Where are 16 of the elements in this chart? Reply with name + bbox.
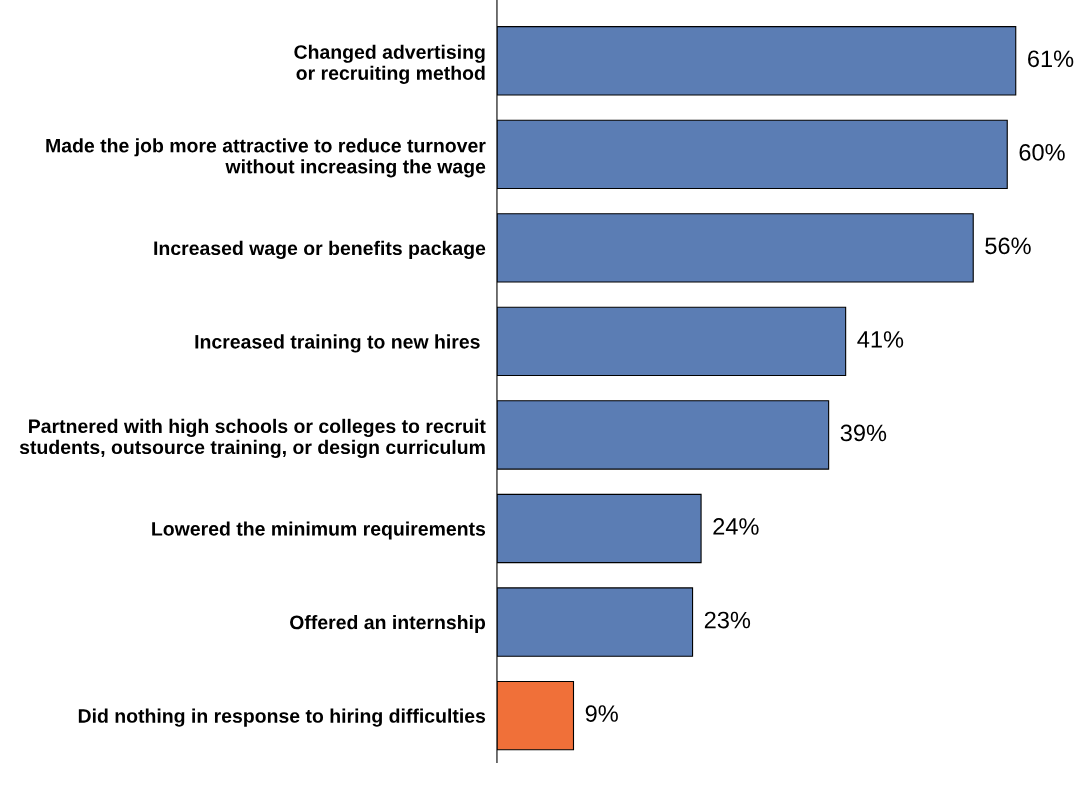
y-tick-label: Changed advertising or recruiting method (294, 44, 485, 84)
data-label: 23% (704, 611, 751, 629)
y-tick-label: Lowered the minimum requirements (152, 521, 486, 540)
y-tick-label: Increased wage or benefits package (154, 240, 486, 260)
data-label: 61% (1028, 50, 1074, 68)
data-label: 60% (1019, 143, 1065, 161)
data-label: 9% (585, 705, 618, 722)
y-tick-label: Made the job more attractive to reduce turnover without increasing the wage (46, 138, 486, 178)
data-label: 41% (857, 331, 904, 348)
y-tick-label: Partnered with high schools or colleges to recruit students, outsource training, or design curriculum (19, 418, 486, 459)
y-tick-label: Increased training to new hires (195, 334, 480, 353)
y-tick-label: Did nothing in response to hiring difficulties (78, 708, 486, 727)
data-label: 56% (985, 237, 1031, 255)
data-label: 24% (713, 518, 759, 535)
data-label: 39% (840, 424, 887, 442)
y-tick-label: Offered an internship (290, 614, 486, 634)
